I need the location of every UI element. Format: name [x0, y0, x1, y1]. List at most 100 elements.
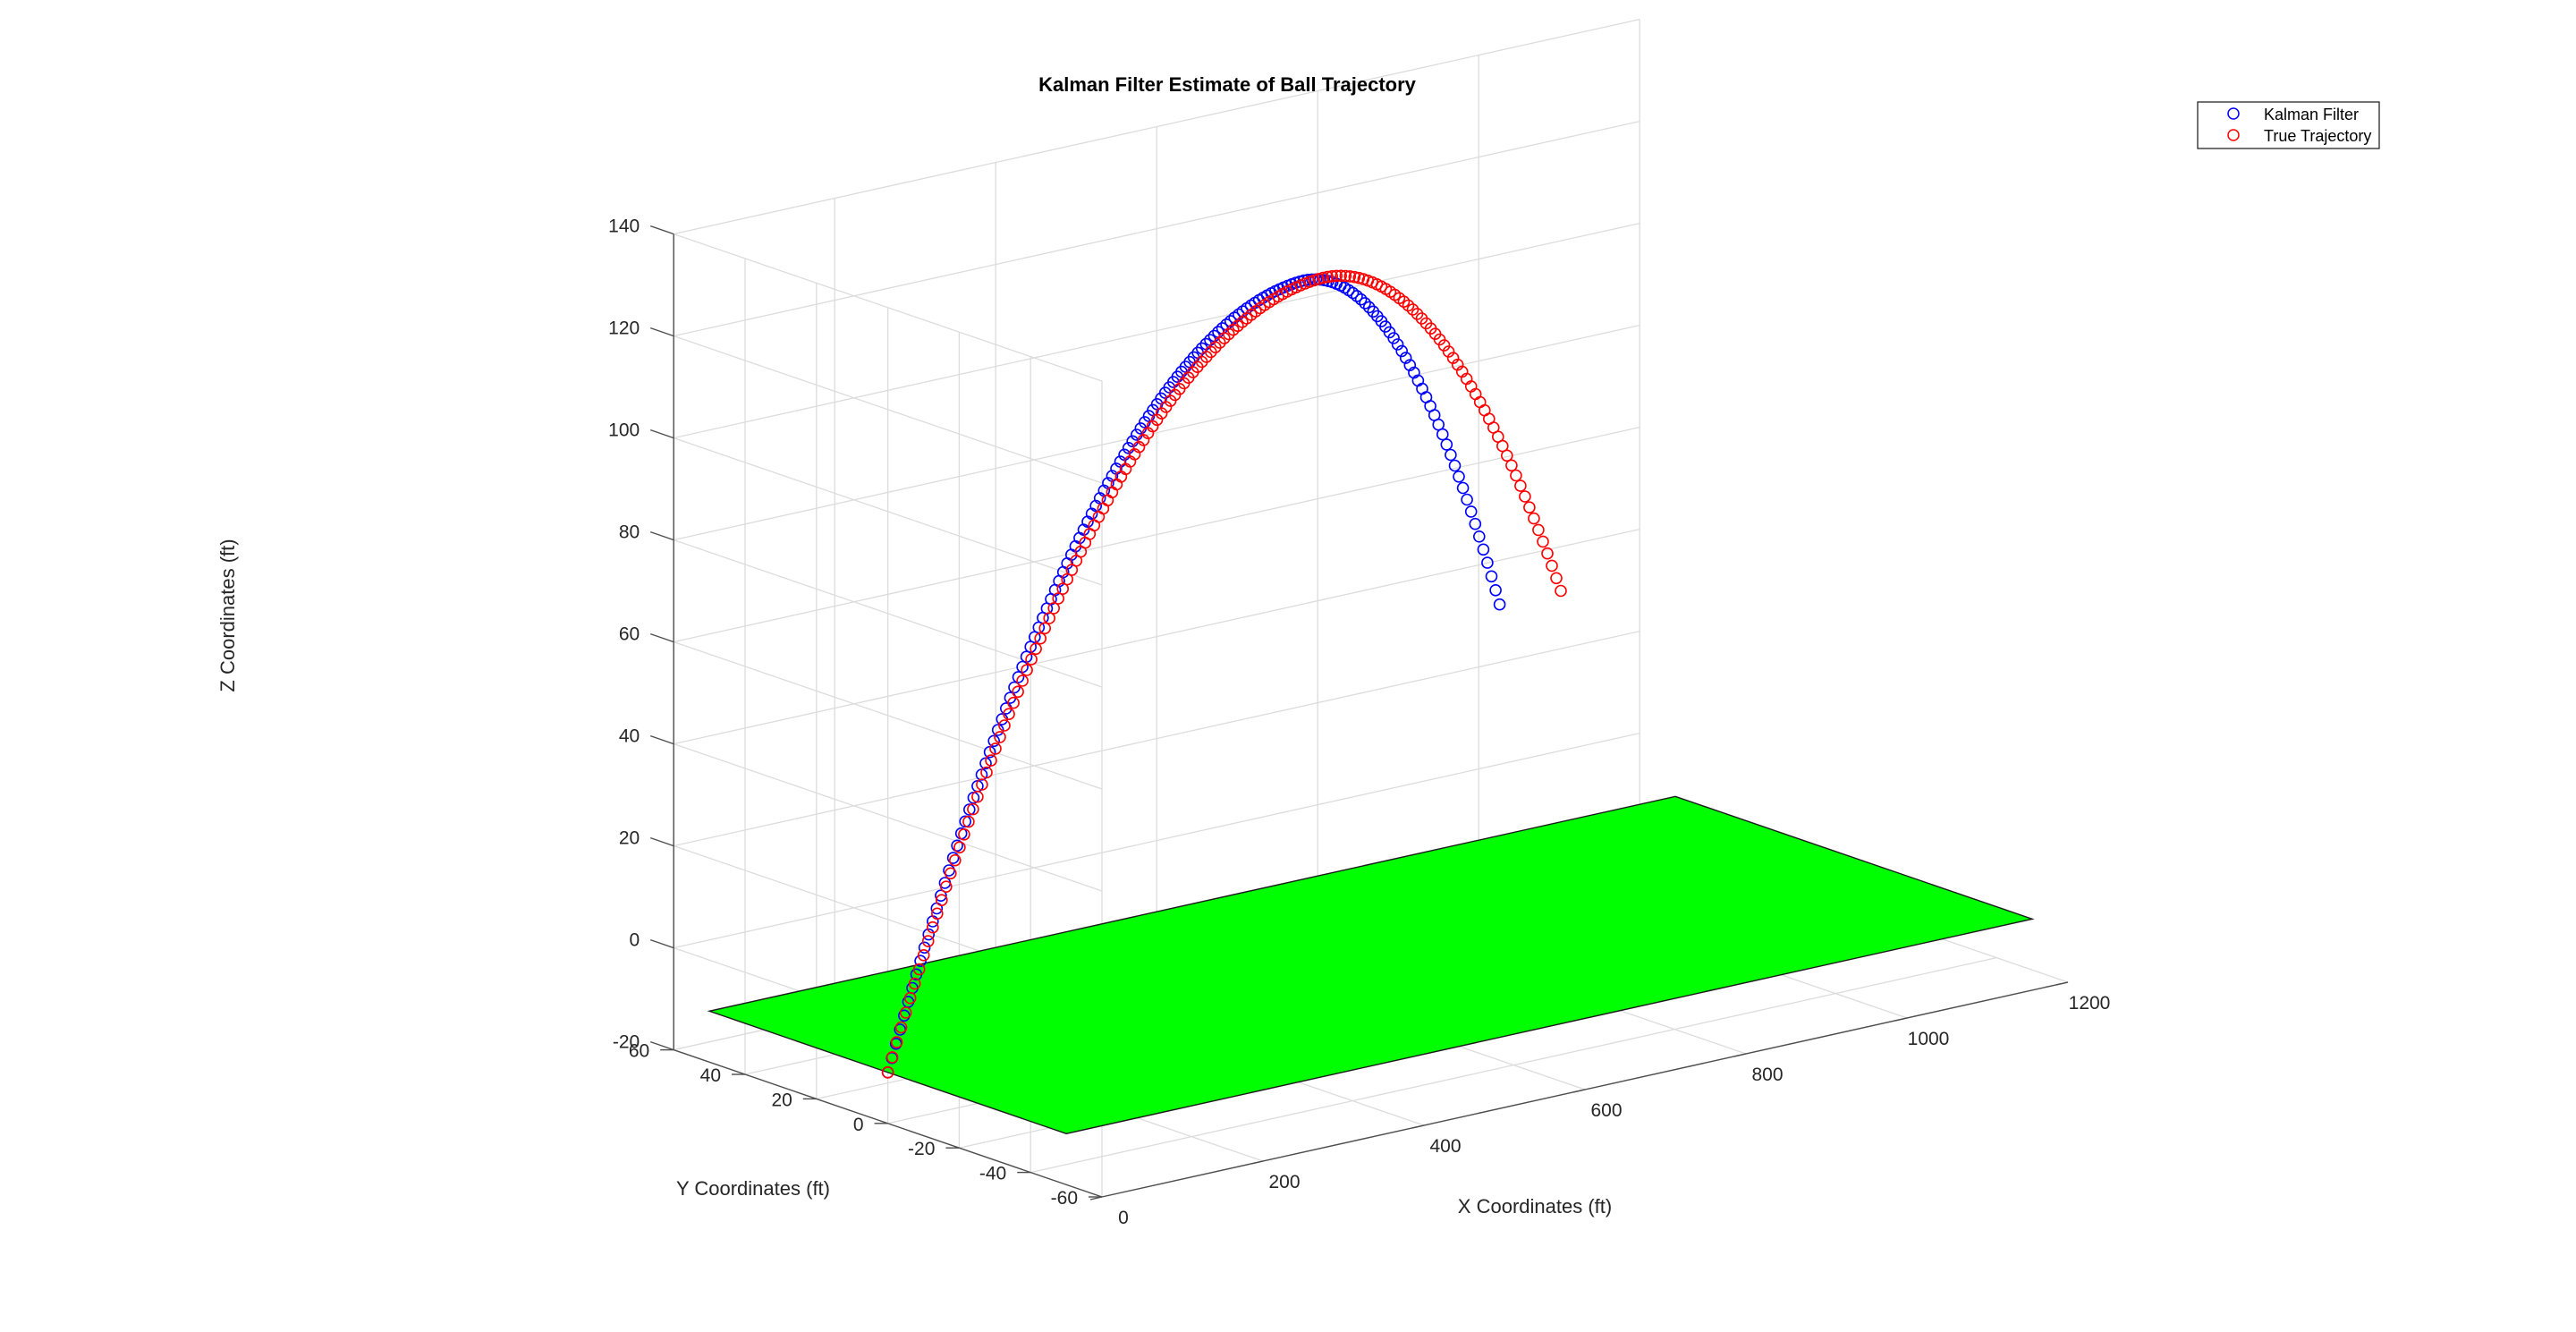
legend-marker-kalman-filter — [2227, 107, 2240, 120]
trajectory-point — [1335, 269, 1347, 283]
trajectory-points — [881, 269, 1567, 1079]
trajectory-point — [1395, 344, 1408, 358]
z-tick-label: 100 — [608, 420, 640, 441]
trajectory-point — [1514, 479, 1527, 492]
trajectory-point — [940, 880, 953, 894]
legend: Kalman Filter True Trajectory — [2197, 101, 2380, 149]
legend-box — [2197, 101, 2380, 149]
trajectory-point — [1489, 583, 1502, 597]
gridline-z-back-wall — [674, 324, 1640, 541]
trajectory-point — [1532, 523, 1545, 537]
x-tick-label: 600 — [1590, 1100, 1622, 1121]
trajectory-point — [908, 977, 921, 990]
ground-plane-layer — [707, 795, 2035, 1135]
y-tick-label: -20 — [908, 1139, 935, 1159]
trajectory-point — [1391, 338, 1404, 351]
legend-marker-true-trajectory — [2227, 129, 2240, 141]
x-tick-mark — [1411, 1124, 1425, 1129]
trajectory-point — [1469, 517, 1482, 530]
trajectory-point — [1346, 286, 1360, 300]
trajectory-point — [951, 839, 963, 853]
trajectory-point — [1445, 448, 1457, 462]
x-tick-label: 1200 — [2069, 993, 2111, 1014]
trajectory-point — [1448, 459, 1462, 472]
trajectory-point — [1546, 559, 1558, 573]
x-tick-mark — [1733, 1053, 1747, 1057]
trajectory-point — [949, 853, 962, 867]
trajectory-point — [980, 766, 993, 779]
trajectory-point — [1440, 438, 1453, 451]
trajectory-point — [1541, 547, 1554, 560]
trajectory-point — [927, 921, 939, 934]
trajectory-point — [1012, 671, 1025, 683]
trajectory-point — [1473, 530, 1486, 543]
y-tick-label: 40 — [700, 1065, 721, 1086]
trajectory-point — [894, 1021, 908, 1034]
gridline-z-left-wall — [673, 233, 1103, 382]
gridline-z-left-wall — [673, 335, 1103, 484]
trajectory-point — [1496, 439, 1509, 453]
z-tick-label: 40 — [619, 726, 640, 747]
gridline-z-back-wall — [674, 528, 1640, 745]
trajectory-point — [1052, 592, 1064, 605]
legend-label-kalman-filter: Kalman Filter — [2264, 106, 2359, 123]
chart-title: Kalman Filter Estimate of Ball Trajector… — [1038, 73, 1417, 96]
trajectory-point — [1481, 556, 1494, 569]
z-tick-label: -20 — [613, 1032, 640, 1053]
trajectory-point — [1461, 493, 1473, 506]
trajectory-point — [1214, 336, 1226, 349]
y-tick-label: -60 — [1051, 1188, 1078, 1209]
trajectory-point — [1537, 535, 1549, 548]
trajectory-point — [1047, 602, 1060, 615]
axes — [649, 225, 2069, 1200]
x-tick-mark — [2055, 981, 2069, 986]
trajectory-point — [1555, 584, 1567, 598]
trajectory-point — [1209, 341, 1222, 354]
trajectory-point — [991, 724, 1004, 736]
trajectory-point — [1326, 269, 1338, 283]
trajectory-point — [935, 889, 947, 903]
z-tick-label: 80 — [619, 522, 640, 543]
trajectory-point — [1523, 501, 1536, 514]
trajectory-point — [945, 867, 957, 880]
trajectory-point — [1016, 674, 1029, 687]
trajectory-point — [963, 803, 976, 816]
x-tick-label: 0 — [1118, 1208, 1129, 1228]
trajectory-point — [1453, 470, 1465, 483]
trajectory-point — [1223, 327, 1235, 341]
z-axis-label: Z Coordinates (ft) — [216, 539, 239, 691]
trajectory-point — [1351, 290, 1363, 302]
trajectory-point — [890, 1036, 903, 1048]
trajectory-point — [1464, 505, 1478, 518]
x-tick-label: 400 — [1429, 1136, 1461, 1157]
trajectory-point — [1348, 270, 1361, 284]
gridline-z-back-wall — [674, 732, 1640, 949]
trajectory-point — [903, 991, 917, 1005]
gridline-y-floor — [1030, 956, 1997, 1174]
x-axis-label: X Coordinates (ft) — [1458, 1195, 1612, 1217]
trajectory-point — [1317, 271, 1329, 284]
trajectory-point — [1442, 345, 1455, 358]
trajectory-point — [953, 841, 966, 854]
z-tick-label: 0 — [630, 930, 640, 951]
trajectory-point — [1061, 573, 1073, 586]
trajectory-point — [1411, 308, 1424, 320]
y-tick-label: 0 — [853, 1115, 864, 1135]
trajectory-point — [987, 734, 1000, 748]
x-tick-mark — [1572, 1089, 1586, 1093]
ground-plane — [707, 795, 2035, 1135]
trajectory-point — [1354, 293, 1368, 306]
z-tick-label: 20 — [619, 828, 640, 849]
gridline-z-back-wall — [674, 120, 1640, 337]
trajectory-point — [1025, 653, 1038, 666]
trajectory-point — [1343, 270, 1357, 283]
trajectory-point — [1007, 696, 1020, 709]
trajectory-point — [1510, 469, 1522, 482]
trajectory-point — [1034, 632, 1046, 645]
trajectory-point — [1437, 339, 1451, 352]
trajectory-point — [1012, 685, 1024, 699]
x-tick-label: 200 — [1268, 1172, 1300, 1192]
z-tick-mark — [649, 1040, 674, 1051]
